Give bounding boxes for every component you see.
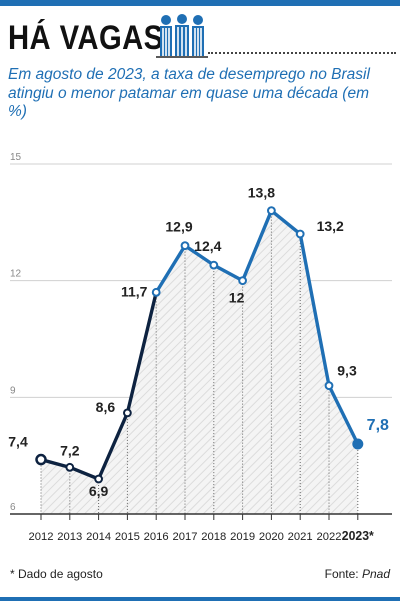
data-label: 11,7 <box>121 283 148 299</box>
x-tick-label: 2012 <box>29 531 54 543</box>
page-title: HÁ VAGAS <box>8 19 164 57</box>
data-point <box>151 287 161 297</box>
x-tick-label: 2023* <box>342 529 374 543</box>
y-tick-label: 6 <box>10 502 16 513</box>
line-chart: 6 9 12 15 2012 2013 2014 2015 2016 2017 2018 2019 20… <box>8 152 392 543</box>
x-tick-label: 2016 <box>144 531 169 543</box>
series-segment <box>96 411 130 481</box>
data-label: 8,6 <box>96 399 116 415</box>
data-label: 6,9 <box>89 483 109 499</box>
top-rule <box>0 0 400 6</box>
series-segment <box>183 243 216 267</box>
source-label: Fonte: <box>324 567 362 581</box>
y-tick-label: 15 <box>10 152 22 163</box>
data-point <box>35 453 47 466</box>
data-point <box>94 474 103 484</box>
data-point <box>324 381 334 391</box>
source-credit: Fonte: Pnad <box>325 567 390 581</box>
data-point <box>295 229 305 239</box>
series-segment <box>269 208 302 236</box>
series-segment <box>212 263 245 283</box>
series-segment <box>298 232 331 388</box>
data-label: 12 <box>229 290 245 306</box>
data-point <box>209 260 219 270</box>
header: HÁ VAGAS <box>8 14 396 60</box>
series-segment <box>240 208 274 283</box>
data-point <box>352 438 364 450</box>
area-fill <box>41 210 358 514</box>
series-segment <box>154 243 187 295</box>
data-label: 9,3 <box>337 363 357 379</box>
x-tick-label: 2020 <box>259 531 284 543</box>
x-tick-label: 2022 <box>317 531 342 543</box>
y-tick-label: 12 <box>10 269 22 280</box>
x-tick-label: 2013 <box>57 531 82 543</box>
footnote: * Dado de agosto <box>10 567 103 581</box>
data-label: 13,2 <box>317 218 344 234</box>
x-tick-label: 2017 <box>173 531 198 543</box>
series-segment <box>125 290 158 415</box>
x-tick-label: 2021 <box>288 531 313 543</box>
series-segment <box>68 465 101 481</box>
x-tick-label: 2018 <box>201 531 226 543</box>
data-point <box>238 276 248 286</box>
x-tick-label: 2014 <box>86 531 111 543</box>
data-label: 7,2 <box>60 442 80 458</box>
data-point <box>65 462 75 472</box>
chart-subtitle: Em agosto de 2023, a taxa de desemprego … <box>8 66 370 120</box>
data-label: 12,9 <box>165 219 192 235</box>
data-label: 7,4 <box>8 434 28 450</box>
title-dotted-rule <box>208 52 396 54</box>
source-name: Pnad <box>361 567 390 581</box>
y-tick-label: 9 <box>10 385 16 396</box>
data-point <box>180 241 190 251</box>
data-label: 12,4 <box>194 238 221 254</box>
data-point <box>267 206 276 216</box>
data-label: 7,8 <box>367 417 389 434</box>
x-tick-label: 2019 <box>230 531 255 543</box>
series-segment <box>327 383 360 446</box>
people-icon <box>156 14 208 58</box>
data-label: 13,8 <box>248 185 275 201</box>
bottom-rule <box>0 597 400 601</box>
data-point <box>123 408 132 418</box>
x-tick-label: 2015 <box>115 531 140 543</box>
